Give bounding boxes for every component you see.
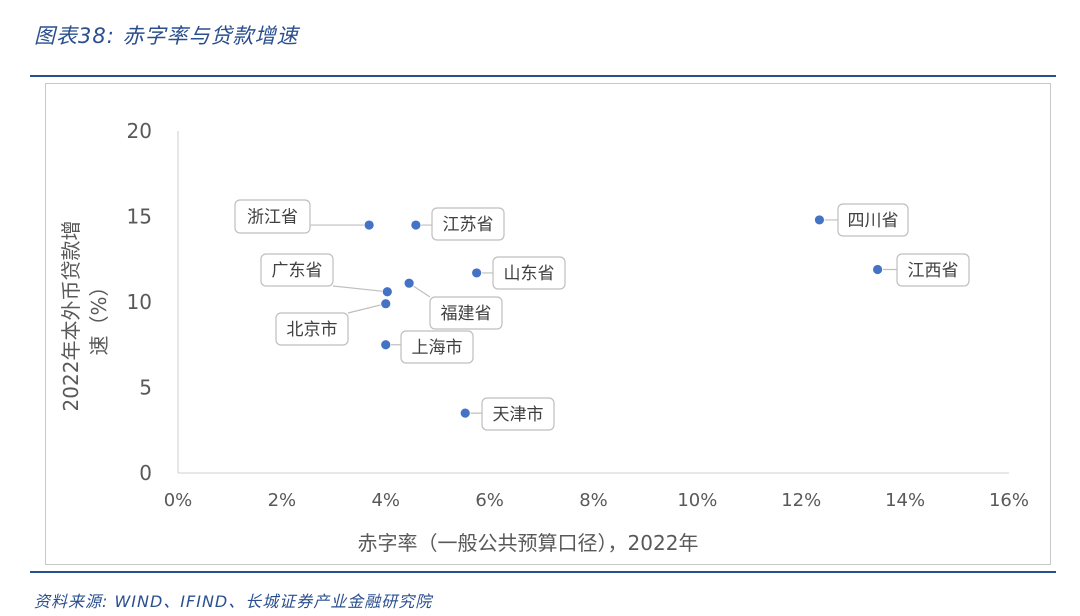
x-tick-label: 0% — [164, 490, 193, 511]
y-tick-label: 20 — [127, 119, 152, 143]
x-tick-label: 8% — [579, 490, 608, 511]
callout-leader — [332, 285, 388, 293]
x-axis-label: 赤字率（一般公共预算口径），2022年 — [358, 531, 699, 555]
point-label: 上海市 — [412, 338, 463, 358]
point-label: 广东省 — [272, 261, 323, 281]
callout-box — [837, 203, 909, 237]
figure-title: 图表38: 赤字率与贷款增速 — [34, 24, 299, 48]
y-tick-label: 15 — [127, 205, 152, 229]
callout-box — [275, 312, 349, 346]
y-tick-label: 10 — [127, 290, 152, 314]
y-axis-label-line2: 速（%） — [87, 276, 111, 355]
data-point — [471, 267, 483, 279]
point-label: 山东省 — [504, 264, 555, 284]
point-label: 天津市 — [493, 405, 544, 425]
callout-box — [481, 397, 555, 431]
callout-box — [260, 253, 334, 287]
x-tick-label: 16% — [989, 490, 1029, 511]
x-tick-label: 12% — [781, 490, 821, 511]
data-point — [459, 407, 471, 419]
data-point — [363, 219, 375, 231]
x-tick-label: 14% — [885, 490, 925, 511]
data-point — [410, 219, 422, 231]
data-point — [380, 339, 392, 351]
chart-frame — [45, 83, 1051, 565]
point-label: 四川省 — [848, 211, 899, 231]
callout-box — [431, 207, 505, 241]
data-point — [381, 286, 393, 298]
callout-box — [492, 256, 566, 290]
point-label: 江西省 — [908, 261, 959, 281]
point-label: 江苏省 — [443, 215, 494, 235]
x-tick-label: 10% — [677, 490, 717, 511]
y-tick-label: 0 — [139, 461, 152, 485]
x-tick-label: 2% — [268, 490, 297, 511]
callout-box — [234, 199, 311, 234]
bottom-rule — [30, 571, 1056, 573]
callout-box — [429, 296, 503, 330]
data-point — [814, 214, 825, 226]
point-label: 北京市 — [287, 320, 338, 340]
data-point — [380, 298, 392, 310]
callout-box — [896, 253, 970, 287]
x-tick-label: 6% — [475, 490, 504, 511]
point-label: 浙江省 — [247, 208, 298, 228]
x-tick-label: 4% — [371, 490, 400, 511]
data-point — [872, 264, 883, 275]
callout-box — [400, 330, 474, 364]
y-axis-label-line1: 2022年本外币贷款增 — [59, 221, 83, 412]
point-label: 福建省 — [441, 304, 492, 324]
top-rule — [30, 75, 1056, 77]
data-point — [403, 277, 415, 289]
y-tick-label: 5 — [139, 376, 152, 400]
source-note: 资料来源: WIND、IFIND、长城证券产业金融研究院 — [34, 592, 433, 611]
callout-leader — [347, 303, 386, 314]
